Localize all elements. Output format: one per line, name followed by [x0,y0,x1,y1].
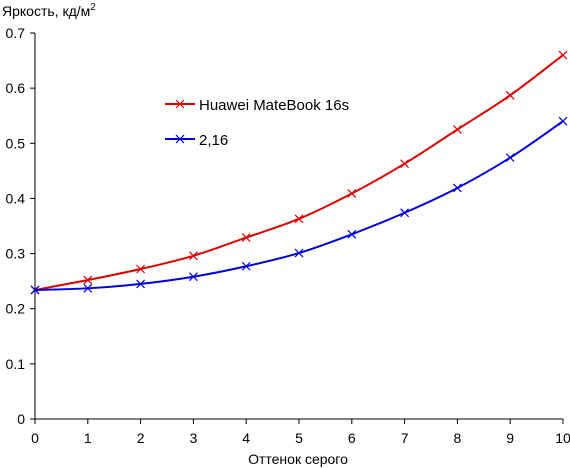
series-2 [30,116,568,295]
data-point-marker [83,275,93,285]
data-point-marker [347,189,357,198]
data-point-marker [558,50,568,60]
data-point-marker-stroke-b [400,208,410,218]
x-tick-label: 0 [31,430,39,446]
data-point-marker-stroke-b [83,283,93,293]
data-point-marker-stroke-b [505,153,515,163]
data-point-marker [400,159,410,169]
data-point-marker [400,208,410,218]
data-point-marker-stroke-b [558,50,568,60]
legend-swatch-marker [175,134,185,144]
data-point-marker-stroke-b [505,90,515,100]
data-point-marker-stroke-b [347,229,357,239]
y-axis-title: Яркость, кд/м2 [2,2,96,19]
x-tick-label: 2 [137,430,145,446]
y-tick-label: 0 [17,411,25,427]
data-point-marker [241,233,251,243]
data-point-marker-stroke-b [347,189,357,198]
data-point-marker-stroke-b [294,214,304,224]
x-axis-title: Оттенок серого [248,451,348,467]
data-point-marker [294,248,304,258]
x-tick-label: 3 [190,430,198,446]
data-point-marker [188,251,198,261]
data-point-marker-stroke-b [241,233,251,243]
series-layer [30,50,568,295]
data-point-marker-stroke-b [136,279,146,289]
data-point-marker [30,285,40,295]
x-tick-label: 5 [295,430,303,446]
data-point-marker-stroke-b [188,251,198,261]
data-point-marker [83,283,93,293]
data-point-marker-stroke-b [400,159,410,169]
data-point-marker-stroke-b [136,264,146,274]
data-point-marker-stroke-b [83,275,93,285]
data-point-marker [505,153,515,163]
legend-swatch-marker [175,99,185,109]
data-point-marker [188,272,198,282]
data-point-marker [558,116,568,126]
chart-axes: 0 0.1 0.2 0.3 0.4 0.5 0.6 0.7 0 1 2 3 4 5 6 7 8 9 10 [6,25,570,446]
y-tick-label: 0.1 [6,356,26,372]
chart-legend: Huawei MateBook 16s 2,16 [165,97,349,149]
x-tick-label: 7 [401,430,409,446]
legend-item-1: Huawei MateBook 16s [165,97,349,114]
y-tick-label: 0.3 [6,246,26,262]
y-tick-label: 0.5 [6,135,26,151]
legend-item-2: 2,16 [165,132,228,149]
y-axis-title-superscript: 2 [90,2,96,13]
data-point-marker [347,229,357,239]
data-point-marker-stroke-b [452,125,462,134]
data-point-marker-stroke-b [30,285,40,295]
data-point-marker-stroke-b [452,183,462,193]
x-tick-label: 8 [454,430,462,446]
y-tick-label: 0.2 [6,301,26,317]
data-point-marker [452,125,462,134]
y-tick-label: 0.6 [6,80,26,96]
data-point-marker [452,183,462,193]
x-tick-label: 1 [84,430,92,446]
y-tick-label: 0.7 [6,25,26,41]
data-point-marker [294,214,304,224]
data-point-marker-stroke-b [188,272,198,282]
y-tick-label: 0.4 [6,190,26,206]
y-axis-title-text: Яркость, кд/м [2,3,90,19]
x-tick-label: 4 [242,430,250,446]
legend-swatch-marker-stroke-b [175,99,185,109]
series-line-2 [34,120,564,291]
legend-label: 2,16 [199,132,228,149]
data-point-marker [505,90,515,100]
data-point-marker [136,264,146,274]
legend-label: Huawei MateBook 16s [199,97,349,114]
data-point-marker [241,261,251,271]
data-point-marker [136,279,146,289]
x-tick-label: 10 [555,430,570,446]
x-tick-label: 9 [506,430,514,446]
legend-swatch-marker-stroke-b [175,134,185,144]
data-point-marker-stroke-b [241,261,251,271]
data-point-marker-stroke-b [558,116,568,126]
x-tick-label: 6 [348,430,356,446]
data-point-marker-stroke-b [294,248,304,258]
